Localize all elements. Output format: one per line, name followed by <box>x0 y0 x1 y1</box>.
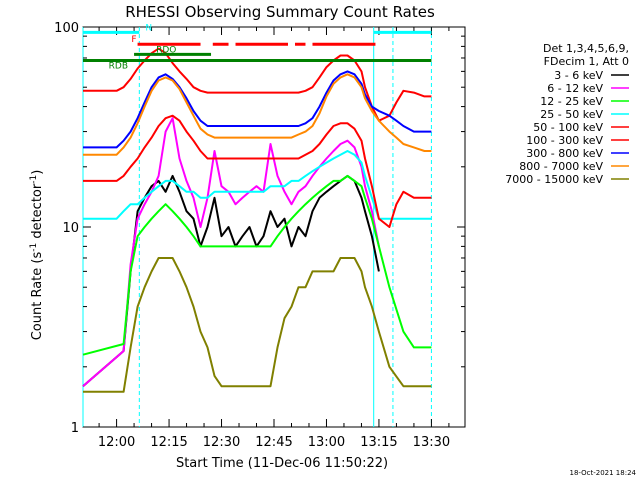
series-line-50-100-kev <box>83 114 432 228</box>
state-bar-label-f: F <box>131 35 136 45</box>
x-tick-label-13-15: 13:15 <box>360 435 397 450</box>
y-tick-label-100: 100 <box>54 21 79 36</box>
footer-timestamp: 18-Oct-2021 18:24 <box>570 469 637 477</box>
state-bar-label-n: N <box>145 23 152 33</box>
legend: Det 1,3,4,5,6,9,FDecim 1, Att 03 - 6 keV… <box>505 42 629 186</box>
state-bar-label-rdo: RDO <box>156 45 176 55</box>
legend-header-line-1: FDecim 1, Att 0 <box>544 55 629 68</box>
x-tick-label-12-00: 12:00 <box>98 435 135 450</box>
x-tick-label-12-30: 12:30 <box>203 435 240 450</box>
legend-header-line-0: Det 1,3,4,5,6,9, <box>543 42 629 55</box>
x-tick-label-13-30: 13:30 <box>413 435 450 450</box>
chart-title: RHESSI Observing Summary Count Rates <box>125 3 435 21</box>
y-axis-label: Count Rate (s-1 detector-1) <box>29 170 45 341</box>
series-line-25-50-kev <box>83 150 432 220</box>
x-tick-label-13-00: 13:00 <box>308 435 345 450</box>
x-axis-label: Start Time (11-Dec-06 11:50:22) <box>176 456 388 471</box>
y-tick-label-1: 1 <box>71 421 79 436</box>
series-line-300-800-kev <box>83 70 432 149</box>
plot-area: 1 10 100 12:00 12:15 12:30 12:45 13:00 13:15 13:3… <box>54 21 466 450</box>
legend-label-7000-15000-kev: 7000 - 15000 keV <box>505 173 603 186</box>
legend-label-12-25-kev: 12 - 25 keV <box>540 95 603 108</box>
legend-label-800-7000-kev: 800 - 7000 keV <box>519 160 603 173</box>
legend-label-50-100-kev: 50 - 100 keV <box>533 121 603 134</box>
x-tick-label-12-15: 12:15 <box>150 435 187 450</box>
series-line-12-25-kev <box>82 174 432 356</box>
x-tick-label-12-45: 12:45 <box>255 435 292 450</box>
series-line-100-300-kev <box>83 47 432 122</box>
state-bar-label-rdb: RDB <box>109 61 128 71</box>
legend-label-300-800-kev: 300 - 800 keV <box>526 147 603 160</box>
legend-label-6-12-kev: 6 - 12 keV <box>547 82 603 95</box>
legend-label-100-300-kev: 100 - 300 keV <box>526 134 603 147</box>
legend-label-25-50-kev: 25 - 50 keV <box>540 108 603 121</box>
legend-label-3-6-kev: 3 - 6 keV <box>554 69 603 82</box>
y-tick-label-10: 10 <box>62 221 79 236</box>
series-line-800-7000-kev <box>83 73 432 156</box>
series-line-7000-15000-kev <box>83 257 432 393</box>
